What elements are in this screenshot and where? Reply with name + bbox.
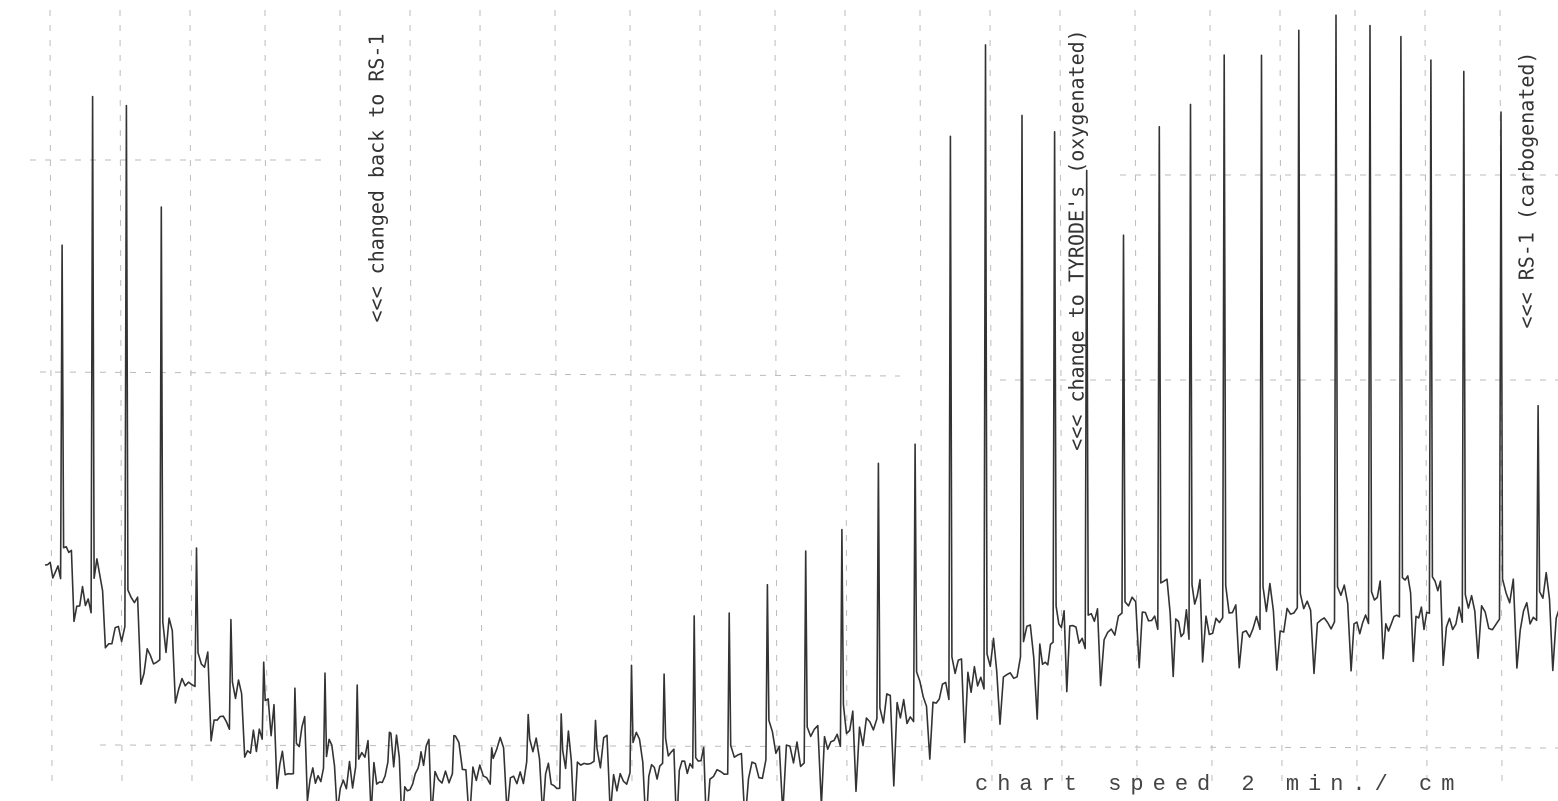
grid-line — [339, 9, 343, 791]
grid-line — [989, 9, 993, 791]
grid-line — [554, 9, 558, 791]
grid-line — [1499, 9, 1503, 791]
grid-line — [49, 9, 53, 791]
grid-line — [844, 9, 848, 791]
grid-line — [1209, 9, 1213, 791]
grid-line — [1134, 9, 1138, 791]
grid-line — [1354, 9, 1358, 791]
paper-grid — [30, 9, 1558, 791]
grid-line — [919, 9, 923, 791]
trace — [44, 14, 1558, 801]
annotation: <<< change to TYRODE's (oxygenated) — [1065, 29, 1089, 450]
grid-line — [479, 9, 483, 791]
grid-line — [629, 9, 633, 791]
grid-line — [699, 9, 703, 791]
grid-line — [1424, 9, 1428, 791]
grid-line — [39, 371, 901, 377]
grid-line — [774, 9, 778, 791]
grid-line — [409, 9, 413, 791]
grid-line — [264, 9, 268, 791]
annotation: <<< RS-1 (carbogenated) — [1515, 52, 1539, 329]
grid-line — [99, 744, 1558, 749]
annotation: <<< changed back to RS-1 — [365, 34, 389, 323]
grid-line — [119, 9, 123, 791]
grid-line — [1279, 9, 1283, 791]
trace-line — [44, 14, 1558, 801]
chart-speed-note: chart speed 2 min./ cm — [975, 772, 1463, 797]
grid-line — [189, 9, 193, 791]
grid-line — [1059, 9, 1063, 791]
